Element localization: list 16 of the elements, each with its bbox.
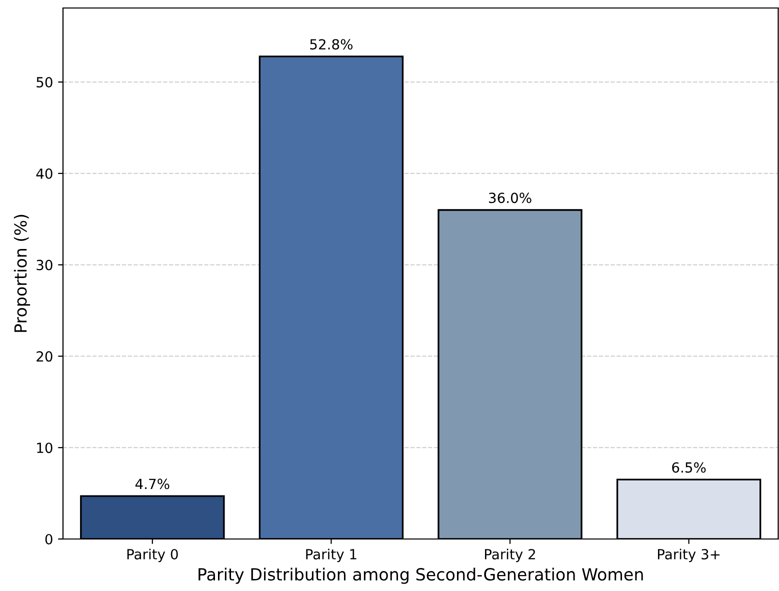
data-label: 6.5% [672,462,706,473]
data-label: 36.0% [489,192,532,204]
x-tick-label: Parity 0 [127,548,178,562]
y-axis-title: Proportion (%) [14,214,30,332]
x-tick-label: Parity 1 [306,548,356,562]
y-tick-label: 40 [36,168,52,179]
y-tick-label: 50 [36,77,52,88]
data-label: 4.7% [135,478,170,490]
y-tick-label: 0 [45,534,52,544]
x-tick-label: Parity 2 [485,548,535,562]
x-tick-label: Parity 3+ [658,548,720,562]
data-label: 52.8% [310,39,352,50]
y-tick-label: 20 [36,351,52,362]
y-tick-label: 30 [36,260,52,270]
y-tick-label: 10 [37,442,52,454]
x-axis-title: Parity Distribution among Second-Generation Women [198,568,643,584]
